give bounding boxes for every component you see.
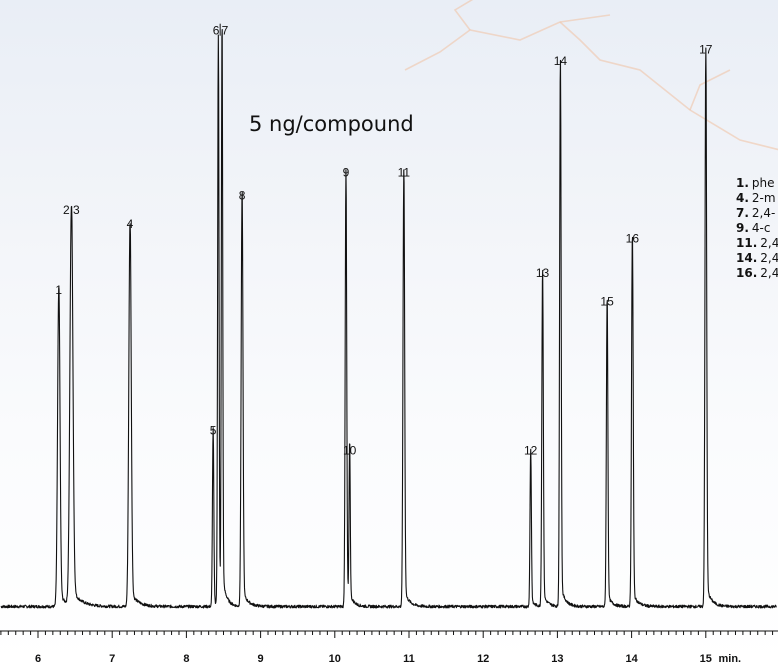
legend-item-text: 2,4 [760, 266, 778, 280]
x-tick-label: 7 [109, 653, 115, 665]
x-tick-label: 6 [35, 653, 41, 665]
lightning-streak [404, 14, 611, 71]
peak-label: 15 [600, 294, 614, 308]
peak-label: 11 [398, 166, 411, 180]
peak-label: 1 [55, 283, 62, 297]
x-tick-label: 8 [183, 653, 189, 665]
legend-item-number: 4. [736, 191, 749, 205]
legend-item-number: 11. [736, 236, 758, 250]
peak-label: 4 [127, 217, 134, 231]
legend-item-number: 9. [736, 221, 749, 235]
peak-label: 14 [554, 54, 568, 68]
peak-label: 9 [343, 166, 350, 180]
legend-item-text: 2,4 [760, 251, 778, 265]
peak-label: 12 [524, 443, 538, 457]
peak-label: 5 [210, 423, 217, 437]
x-tick-label: 15 [700, 653, 712, 665]
chromatogram-trace [0, 29, 777, 609]
peak-label: 2,3 [63, 203, 80, 217]
compound-legend: 1. phe 4. 2-m 7. 2,4- 9. 4-c 11. 2,4 14. 2,4 16. 2,4 [736, 176, 778, 281]
legend-item: 14. 2,4 [736, 251, 778, 266]
legend-item-text: 4-c [751, 221, 771, 235]
legend-item: 16. 2,4 [736, 266, 778, 281]
peak-label: 16 [626, 231, 640, 245]
x-unit-label: min. [718, 653, 741, 665]
lightning-streak [453, 0, 474, 31]
x-tick-label: 13 [551, 653, 563, 665]
legend-item-number: 1. [736, 176, 749, 190]
legend-item-text: 2,4 [760, 236, 778, 250]
peak-labels: 1 2,3 4 5 6 7 8 9 10 11 12 13 14 15 16 17 [55, 23, 713, 457]
x-tick-label: 9 [258, 653, 264, 665]
peak-label: 7 [222, 24, 229, 38]
legend-item-number: 14. [736, 251, 758, 265]
legend-item: 1. phe [736, 176, 778, 191]
x-tick-label: 14 [625, 653, 638, 665]
peak-label: 8 [239, 188, 246, 202]
trace-layer [0, 29, 777, 609]
x-tick-label: 12 [477, 653, 489, 665]
legend-item: 11. 2,4 [736, 236, 778, 251]
x-tick-label: 11 [403, 653, 415, 665]
legend-item: 9. 4-c [736, 221, 778, 236]
legend-item-text: 2-m [751, 191, 776, 205]
peak-label: 6 [213, 24, 220, 38]
amount-annotation: 5 ng/compound [249, 112, 414, 136]
lightning-streak [689, 69, 731, 111]
legend-item-text: phe [751, 176, 775, 190]
legend-item-number: 16. [736, 266, 758, 280]
x-axis: 6 7 8 9 10 11 12 13 14 15 min. [0, 630, 778, 665]
legend-item-text: 2,4- [751, 206, 776, 220]
legend-item-number: 7. [736, 206, 749, 220]
lightning-streak [559, 21, 778, 151]
peak-label: 13 [536, 266, 550, 280]
lightning-background [404, 0, 778, 151]
legend-item: 4. 2-m [736, 191, 778, 206]
peak-label: 10 [343, 443, 357, 457]
x-tick-label: 10 [329, 653, 341, 665]
peak-label: 17 [699, 42, 713, 56]
legend-item: 7. 2,4- [736, 206, 778, 221]
